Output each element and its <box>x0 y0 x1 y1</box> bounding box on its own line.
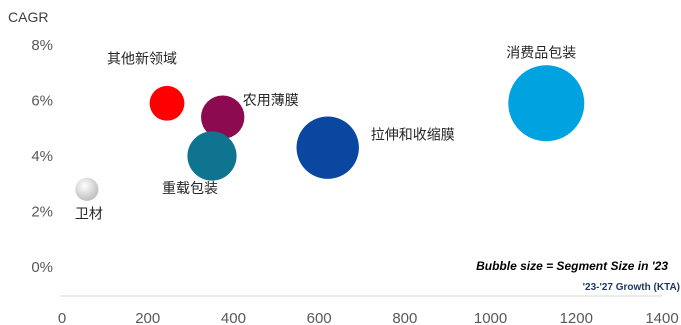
bubbles <box>75 65 585 201</box>
bubble-label: 农用薄膜 <box>243 93 299 109</box>
x-tick-label: 1400 <box>645 310 678 325</box>
bubble-point <box>296 116 359 179</box>
bubble-label: 其他新领域 <box>107 51 177 67</box>
y-tick-label: 0% <box>31 259 53 276</box>
bubble-point <box>508 65 585 142</box>
bubble-point <box>75 177 99 201</box>
x-tick-labels: 0 200 400 600 800 1000 1200 1400 <box>58 310 679 325</box>
x-tick-label: 200 <box>135 310 160 325</box>
bubble-label: 消费品包装 <box>506 45 576 61</box>
x-tick-label: 0 <box>58 310 66 325</box>
x-tick-label: 800 <box>392 310 417 325</box>
x-tick-label: 400 <box>221 310 246 325</box>
y-tick-label: 2% <box>31 204 53 221</box>
y-tick-label: 8% <box>31 37 53 54</box>
x-tick-label: 1000 <box>474 310 507 325</box>
y-tick-labels: 0% 2% 4% 6% 8% <box>31 37 53 276</box>
bubble-label: 卫材 <box>75 206 103 222</box>
x-axis-note: '23-'27 Growth (KTA) <box>583 282 680 293</box>
y-tick-label: 4% <box>31 148 53 165</box>
bubble-point <box>201 95 245 139</box>
x-tick-label: 600 <box>307 310 332 325</box>
bubble-label: 重载包装 <box>162 181 218 197</box>
y-tick-label: 6% <box>31 93 53 110</box>
bubble-point <box>149 85 185 121</box>
bubble-point <box>187 131 237 181</box>
bubble-size-note: Bubble size = Segment Size in '23 <box>476 259 668 273</box>
bubble-label: 拉伸和收缩膜 <box>371 128 455 144</box>
y-axis-title: CAGR <box>8 9 48 25</box>
x-tick-label: 1200 <box>560 310 593 325</box>
